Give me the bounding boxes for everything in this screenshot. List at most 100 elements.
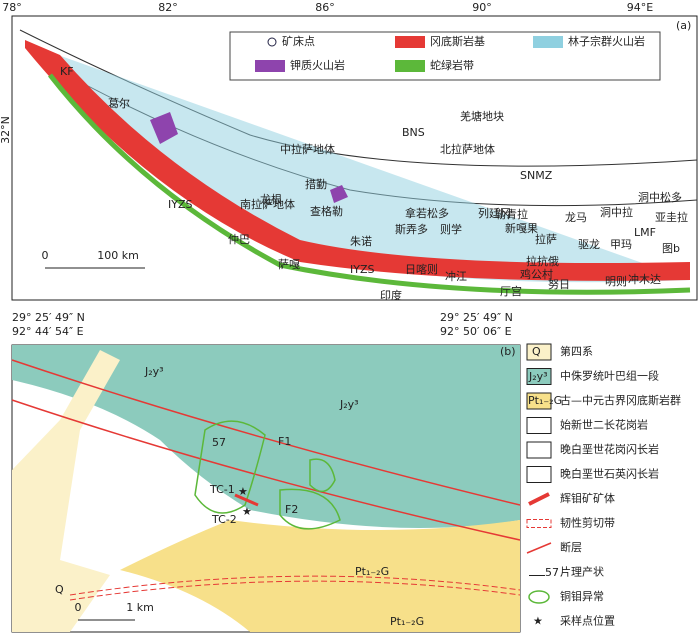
legend-symbol — [526, 519, 552, 528]
map-label: J₂y³ — [144, 365, 164, 378]
scale-label: 1 km — [126, 601, 154, 614]
place-label: 仲巴 — [228, 232, 250, 246]
cu-mo-anomaly — [194, 420, 341, 530]
coord-label: 29° 25′ 49″ N — [12, 311, 85, 324]
map-label: F1 — [278, 435, 291, 448]
volcanic-belt — [30, 45, 690, 283]
legend-label: 蛇绿岩带 — [430, 58, 474, 72]
place-label: 拿若松多 — [405, 206, 449, 220]
map-label: J₂y³ — [339, 398, 359, 411]
place-label: 朱诺 — [350, 235, 372, 248]
place-label: 洞中松多 — [638, 190, 682, 204]
legend-label: 矿床点 — [282, 34, 315, 48]
panel-label: (a) — [676, 19, 691, 32]
place-label: 龙根 — [260, 192, 282, 206]
place-label: 甲玛 — [610, 238, 632, 251]
legend-label: 冈底斯岩基 — [430, 34, 485, 48]
scale-label: 100 km — [97, 249, 139, 262]
place-label: 北拉萨地体 — [440, 142, 495, 156]
mo-orebody — [234, 493, 259, 507]
legend-symbol — [267, 37, 277, 47]
potassic-volcanics — [150, 112, 348, 203]
place-label: LMF — [634, 226, 656, 239]
place-label: 斯弄多 — [395, 222, 428, 236]
lon-tick-label: 78° — [2, 1, 22, 14]
place-label: 措勤 — [305, 177, 327, 191]
lon-tick-label: 90° — [472, 1, 492, 14]
place-label: 拉抗俄 — [526, 254, 559, 268]
legend-label: 采样点位置 — [560, 614, 615, 628]
place-label: IYZS — [168, 198, 192, 211]
place-label: 勒青拉 — [495, 207, 528, 221]
place-label: BNS — [402, 126, 425, 139]
place-label: KF — [60, 65, 74, 78]
legend-symbol — [526, 542, 552, 554]
legend-symbol — [526, 466, 552, 483]
lon-tick-label: 94°E — [627, 1, 653, 14]
legend-symbol — [395, 60, 425, 72]
coord-label: 92° 44′ 54″ E — [12, 325, 84, 338]
place-label: 则学 — [440, 222, 462, 236]
legend-label: 中侏罗统叶巴组一段 — [560, 369, 659, 383]
place-label: 查格勒 — [310, 204, 343, 218]
place-label: 新嘎果 — [505, 221, 538, 235]
legend-label: 韧性剪切带 — [560, 516, 615, 530]
sample-point: ★ — [242, 505, 252, 518]
coord-label: 92° 50′ 06″ E — [440, 325, 512, 338]
legend-label: 晚白垩世石英闪长岩 — [560, 467, 659, 481]
place-label: 日喀则 — [405, 263, 438, 276]
legend-symbol — [395, 36, 425, 48]
legend-symbol-label: Q — [532, 345, 541, 358]
ophiolite-belt — [48, 73, 691, 295]
legend-box — [229, 31, 661, 81]
place-label: 南拉萨地体 — [240, 197, 295, 211]
lon-tick-label: 82° — [158, 1, 178, 14]
place-label: 羌塘地块 — [460, 109, 504, 123]
lat-tick-label: 32°N — [0, 116, 12, 144]
legend-label: 林子宗群火山岩 — [568, 34, 645, 48]
legend-label: 第四系 — [560, 344, 593, 358]
place-label: 印度 — [380, 288, 402, 302]
place-label: 鸡公村 — [520, 267, 553, 281]
legend-label: 辉钼矿矿体 — [560, 491, 615, 505]
map-label: TC-2 — [211, 513, 237, 526]
pt-unit — [120, 520, 520, 632]
legend-label: 晚白垩世花岗闪长岩 — [560, 442, 659, 456]
map-label: 57 — [212, 436, 226, 449]
place-label: 拉萨 — [535, 232, 557, 246]
shear-zone — [69, 575, 521, 601]
scale-label: 0 — [42, 249, 49, 262]
batholith-belt — [25, 40, 690, 281]
legend-symbol — [255, 60, 285, 72]
map-label: TC-1 — [209, 483, 235, 496]
legend-symbol — [528, 590, 550, 604]
place-label: 努日 — [548, 277, 570, 291]
legend-symbol: ★ — [533, 615, 543, 628]
lon-tick-label: 86° — [315, 1, 335, 14]
j2y3-unit — [12, 345, 520, 528]
place-label: 列廷冈 — [478, 206, 511, 220]
place-label: 亚圭拉 — [655, 210, 688, 224]
coord-label: 29° 25′ 49″ N — [440, 311, 513, 324]
place-label: 图b — [662, 242, 680, 255]
legend-symbol-label: J₂y³ — [528, 370, 548, 383]
legend-label: 断层 — [560, 540, 582, 554]
place-label: IYZS — [350, 263, 374, 276]
place-label: 萨嘎 — [278, 258, 300, 271]
legend-label: 钾质火山岩 — [290, 58, 345, 72]
place-label: 冲江 — [445, 269, 467, 283]
map-label: Pt₁₋₂G — [390, 615, 424, 628]
map-label: Q — [55, 583, 64, 596]
sample-point: ★ — [238, 485, 248, 498]
legend-symbol — [533, 36, 563, 48]
map-label: F2 — [285, 503, 298, 516]
legend-symbol — [526, 392, 552, 410]
place-label: SNMZ — [520, 169, 553, 182]
place-label: 龙马 — [565, 211, 587, 224]
legend-symbol — [528, 492, 550, 506]
place-label: 冲木达 — [628, 272, 661, 286]
legend-symbol — [526, 417, 552, 434]
legend-symbol — [526, 441, 552, 459]
quaternary — [12, 350, 120, 632]
